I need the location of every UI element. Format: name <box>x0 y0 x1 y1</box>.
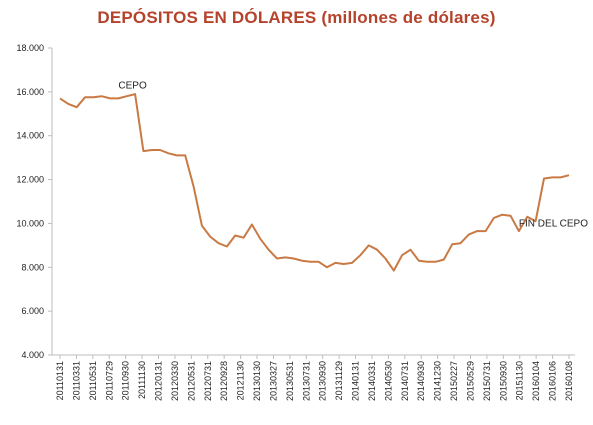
x-tick-label: 20130130 <box>252 361 262 401</box>
x-tick-label: 20140731 <box>400 361 410 401</box>
y-tick-label: 10.000 <box>16 218 44 228</box>
x-tick-label: 20150529 <box>465 361 475 401</box>
series-line <box>59 93 570 272</box>
chart-title: DEPÓSITOS EN DÓLARES (millones de dólare… <box>97 8 496 27</box>
x-tick-label: 20120731 <box>203 361 213 401</box>
y-tick-label: 8.000 <box>21 262 44 272</box>
y-tick-label: 14.000 <box>16 131 44 141</box>
x-tick-label: 20110930 <box>121 361 131 400</box>
x-tick-label: 20110331 <box>71 361 81 400</box>
x-tick-label: 20130930 <box>318 361 328 401</box>
x-tick-label: 20131129 <box>334 361 344 400</box>
x-tick-label: 20130731 <box>301 361 311 401</box>
x-tick-label: 20110729 <box>104 361 114 400</box>
x-tick-label: 20120131 <box>154 361 164 401</box>
x-tick-label: 20120330 <box>170 361 180 401</box>
x-axis: 20110131 20110331 20110531 20110729 20110930… <box>52 354 575 401</box>
y-tick-label: 16.000 <box>16 87 44 97</box>
x-tick-label: 20121130 <box>236 361 246 400</box>
x-tick-label: 20120928 <box>219 361 229 401</box>
y-axis: 4.000 6.000 8.000 10.000 12.000 14.000 16.000 1… <box>16 43 53 360</box>
y-tick-label: 18.000 <box>16 43 44 53</box>
x-tick-label: 20111130 <box>137 361 147 399</box>
x-tick-label: 20140331 <box>367 361 377 401</box>
x-tick-label: 20140530 <box>383 361 393 401</box>
x-tick-label: 20120531 <box>186 361 196 401</box>
x-tick-label: 20150930 <box>498 361 508 401</box>
annotation-layer: CEPO FIN DEL CEPO <box>118 81 588 230</box>
x-tick-label: 20160108 <box>564 361 574 401</box>
annotation-label: FIN DEL CEPO <box>519 219 588 230</box>
x-tick-label: 20130327 <box>268 361 278 401</box>
y-tick-label: 12.000 <box>16 175 44 185</box>
x-tick-label: 20140131 <box>351 361 361 401</box>
y-tick-label: 4.000 <box>21 350 44 360</box>
x-tick-label: 20130531 <box>285 361 295 401</box>
annotation-label: CEPO <box>118 81 147 92</box>
x-tick-label: 20141230 <box>433 361 443 401</box>
x-tick-label: 20151130 <box>515 361 525 400</box>
x-tick-label: 20160106 <box>548 361 558 401</box>
series-layer <box>59 93 570 272</box>
x-tick-label: 20160104 <box>531 361 541 401</box>
x-tick-label: 20140930 <box>416 361 426 401</box>
x-tick-label: 20150731 <box>482 361 492 401</box>
x-tick-label: 20110131 <box>55 361 65 400</box>
y-tick-label: 6.000 <box>21 306 44 316</box>
x-tick-label: 20150227 <box>449 361 459 401</box>
x-tick-label: 20110531 <box>88 361 98 400</box>
